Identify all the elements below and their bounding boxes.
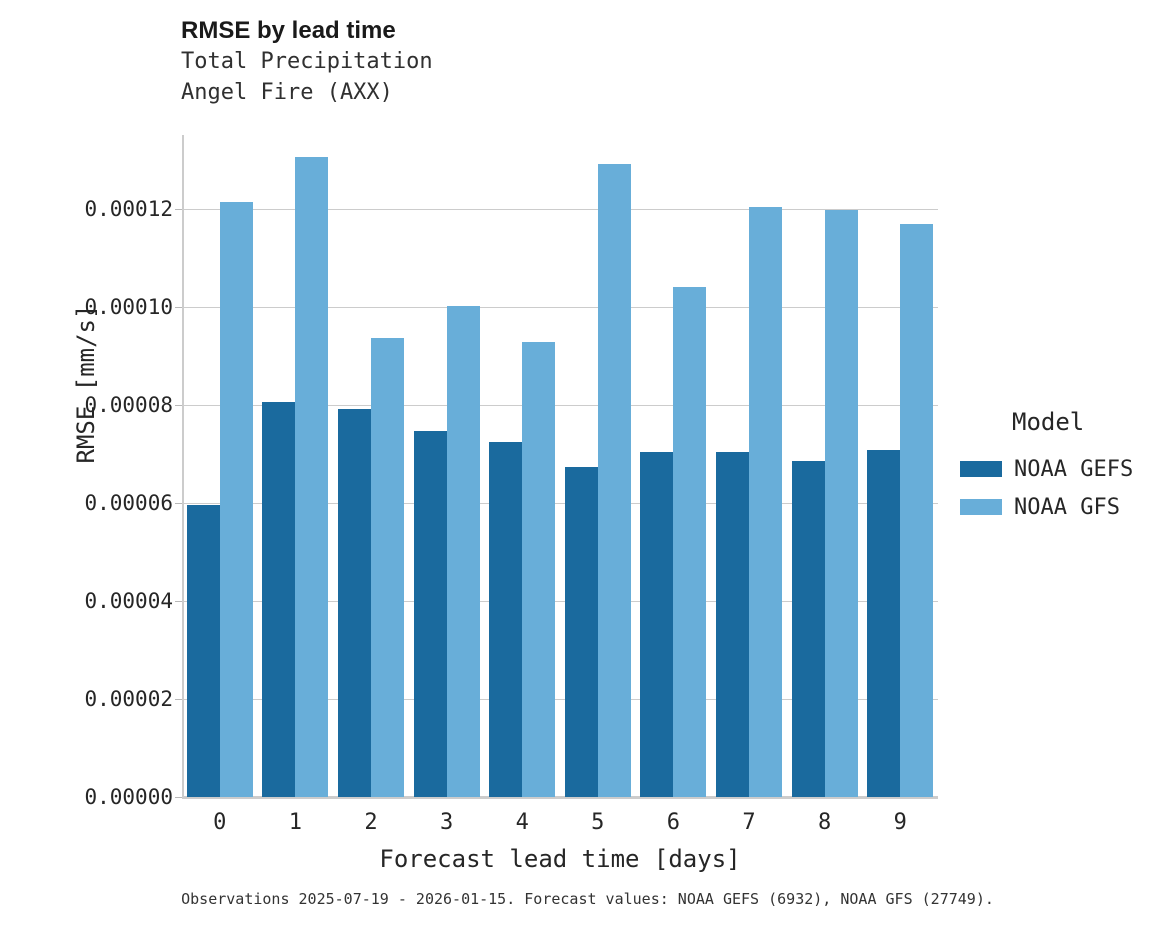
legend-item-label: NOAA GFS <box>1014 494 1120 520</box>
chart-header: RMSE by lead time Total Precipitation An… <box>181 16 433 108</box>
legend-swatch-icon <box>960 461 1002 477</box>
y-axis-tick <box>175 698 182 700</box>
gridline <box>182 600 938 602</box>
bar[interactable] <box>867 450 901 797</box>
y-axis-tick-label: 0.00010 <box>84 294 173 319</box>
x-axis-tick-label: 9 <box>893 810 907 835</box>
x-axis-tick-label: 1 <box>288 810 303 835</box>
legend-item-1[interactable]: NOAA GFS <box>960 488 1133 526</box>
gridline <box>182 698 938 700</box>
bar[interactable] <box>564 466 598 797</box>
y-axis-tick-label: 0.00012 <box>84 196 173 221</box>
x-axis-tick-label: 2 <box>364 810 378 835</box>
bar[interactable] <box>262 401 296 797</box>
page-title: RMSE by lead time <box>181 17 396 44</box>
bar[interactable] <box>791 460 825 797</box>
bar[interactable] <box>716 451 749 797</box>
y-axis-tick-label: 0.00000 <box>84 785 173 809</box>
gridline <box>182 404 938 406</box>
bar[interactable] <box>673 286 707 797</box>
bar[interactable] <box>413 430 447 797</box>
bar[interactable] <box>597 163 631 797</box>
bar[interactable] <box>219 202 253 797</box>
chart-subtitle-station: Angel Fire (AXX) <box>181 80 393 105</box>
legend-item-label: NOAA GEFS <box>1014 456 1134 482</box>
bar[interactable] <box>749 206 782 797</box>
bar[interactable] <box>446 306 480 797</box>
chart-subtitle-variable: Total Precipitation <box>181 49 433 74</box>
y-axis-tick-label: 0.00002 <box>84 686 173 711</box>
chart-footnote: Observations 2025-07-19 - 2026-01-15. Fo… <box>181 890 994 908</box>
y-axis-tick <box>175 600 182 602</box>
legend-item-0[interactable]: NOAA GEFS <box>960 450 1133 488</box>
legend-title: Model <box>1012 408 1085 436</box>
y-axis-tick-label: 0.00006 <box>84 490 173 515</box>
gridline <box>182 306 938 308</box>
bar[interactable] <box>640 451 674 797</box>
x-axis-tick-label: 8 <box>817 810 832 835</box>
x-axis-tick-label: 6 <box>666 810 681 835</box>
legend-swatch-icon <box>960 499 1002 515</box>
y-axis-tick <box>175 404 182 406</box>
y-axis-tick <box>175 306 182 308</box>
x-axis-tick-label: 3 <box>439 810 454 835</box>
y-axis-tick <box>175 208 182 210</box>
y-axis-tick-label: 0.00008 <box>84 392 173 417</box>
y-axis-tick-label: 0.00004 <box>84 588 173 613</box>
bar[interactable] <box>824 209 858 797</box>
bar[interactable] <box>900 224 934 797</box>
y-axis-tick <box>175 502 182 504</box>
plot-area <box>175 135 938 799</box>
x-axis-tick-label: 0 <box>213 810 227 835</box>
gridline <box>182 208 938 210</box>
y-axis-tick <box>175 797 182 798</box>
bar-group-container <box>182 135 938 797</box>
bar[interactable] <box>295 157 329 797</box>
x-axis-title: Forecast lead time [days] <box>379 845 741 873</box>
x-axis-tick-label: 4 <box>515 810 529 835</box>
y-axis-line <box>182 135 184 797</box>
gridline <box>182 502 938 504</box>
x-axis-tick-label: 5 <box>591 810 605 835</box>
bar[interactable] <box>338 408 371 797</box>
x-axis-line <box>182 796 938 799</box>
x-axis-tick-label: 7 <box>742 810 756 835</box>
bar[interactable] <box>522 341 556 797</box>
legend: Model NOAA GEFS NOAA GFS <box>960 408 1133 526</box>
bar[interactable] <box>489 442 523 797</box>
bar[interactable] <box>186 505 220 797</box>
bar[interactable] <box>371 337 404 797</box>
